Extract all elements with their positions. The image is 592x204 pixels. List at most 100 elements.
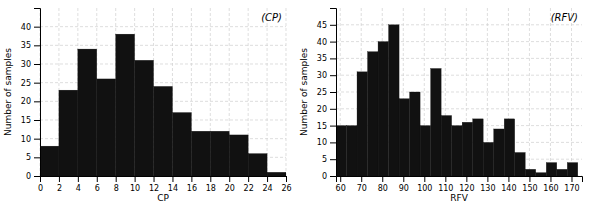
tick-label: 15 (317, 122, 327, 131)
tick-mark (34, 101, 40, 102)
histogram-bar (97, 79, 116, 176)
histogram-bar (378, 42, 389, 176)
tick-mark (59, 176, 60, 182)
tick-label: 10 (21, 135, 31, 144)
tick: 8 (114, 176, 119, 193)
tick-mark (286, 176, 287, 182)
grid-line-x (286, 8, 287, 176)
grid-line-x (529, 8, 530, 176)
tick-mark (330, 126, 336, 127)
tick-mark (116, 176, 117, 182)
tick: 0 (38, 176, 43, 193)
tick-label: 24 (262, 184, 272, 193)
tick-mark (550, 176, 551, 182)
tick-mark (267, 176, 268, 182)
tick-label: 18 (206, 184, 216, 193)
tick-label: 70 (357, 184, 367, 193)
grid (336, 8, 582, 176)
histogram-bar (441, 116, 452, 176)
tick-label: 60 (336, 184, 346, 193)
tick-label: 0 (38, 184, 43, 193)
tick-mark (34, 157, 40, 158)
tick: 45 (317, 21, 336, 30)
tick: 20 (21, 97, 40, 106)
tick-label: 80 (378, 184, 388, 193)
tick-mark (508, 176, 509, 182)
tick-mark (34, 27, 40, 28)
tick-label: 90 (399, 184, 409, 193)
tick-mark (340, 176, 341, 182)
tick: 40 (317, 38, 336, 47)
grid (40, 8, 286, 176)
grid-line-x (550, 8, 551, 176)
tick-label: 40 (21, 23, 31, 32)
bars (40, 34, 286, 176)
histogram-bar (191, 131, 210, 176)
histogram-bar (525, 169, 536, 176)
histogram-bar (399, 99, 410, 176)
y-axis: 051015202530354045 (317, 9, 337, 182)
tick-mark (330, 42, 336, 43)
histogram-bar (368, 52, 379, 176)
tick-label: 20 (317, 105, 327, 114)
histogram-bar (267, 172, 286, 176)
tick: 100 (417, 176, 432, 193)
axis-line (337, 177, 583, 183)
histogram-bar (389, 25, 400, 176)
grid-line-y (40, 26, 286, 27)
tick: 10 (130, 176, 140, 193)
tick: 150 (522, 176, 537, 193)
tick-mark (330, 109, 336, 110)
tick-mark (229, 176, 230, 182)
tick-label: 5 (26, 153, 31, 162)
tick-label: 40 (317, 38, 327, 47)
tick-mark (487, 176, 488, 182)
tick-label: 25 (21, 79, 31, 88)
tick-label: 12 (149, 184, 159, 193)
tick-label: 4 (76, 184, 81, 193)
histogram-bar (40, 146, 59, 176)
bars (336, 25, 578, 176)
tick: 10 (317, 138, 336, 147)
tick: 25 (317, 88, 336, 97)
histogram-bar (483, 142, 494, 176)
tick-label: 45 (317, 21, 327, 30)
tick-mark (34, 83, 40, 84)
histogram-bar (515, 152, 526, 176)
tick-label: 30 (21, 60, 31, 69)
histogram-bar (135, 60, 154, 176)
tick: 30 (21, 60, 40, 69)
tick-mark (135, 176, 136, 182)
tick-label: 20 (21, 97, 31, 106)
tick: 0 (26, 172, 40, 181)
tick: 6 (95, 176, 100, 193)
grid-line-y (40, 82, 286, 83)
tick-mark (210, 176, 211, 182)
axis-line (34, 9, 41, 177)
tick: 80 (378, 176, 388, 193)
tick: 20 (225, 176, 235, 193)
tick-label: 22 (244, 184, 254, 193)
y-axis: 0510152025303540 (21, 9, 41, 182)
histogram-bar (536, 173, 547, 176)
tick: 60 (336, 176, 346, 193)
tick-mark (330, 75, 336, 76)
tick-mark (78, 176, 79, 182)
tick-mark (34, 139, 40, 140)
tick-label: 110 (438, 184, 453, 193)
grid-line-y (336, 41, 582, 42)
tick: 35 (317, 54, 336, 63)
histogram-bar (59, 90, 78, 176)
histogram-bar (557, 169, 568, 176)
tick-label: 170 (564, 184, 579, 193)
tick-label: 20 (225, 184, 235, 193)
tick-label: 150 (522, 184, 537, 193)
tick: 16 (187, 176, 197, 193)
tick: 24 (262, 176, 272, 193)
grid-line-y (40, 45, 286, 46)
y-axis-label: Number of samples (299, 48, 309, 136)
histogram-bar (78, 49, 97, 176)
tick-label: 100 (417, 184, 432, 193)
tick-label: 160 (543, 184, 558, 193)
histogram-bar (210, 131, 229, 176)
